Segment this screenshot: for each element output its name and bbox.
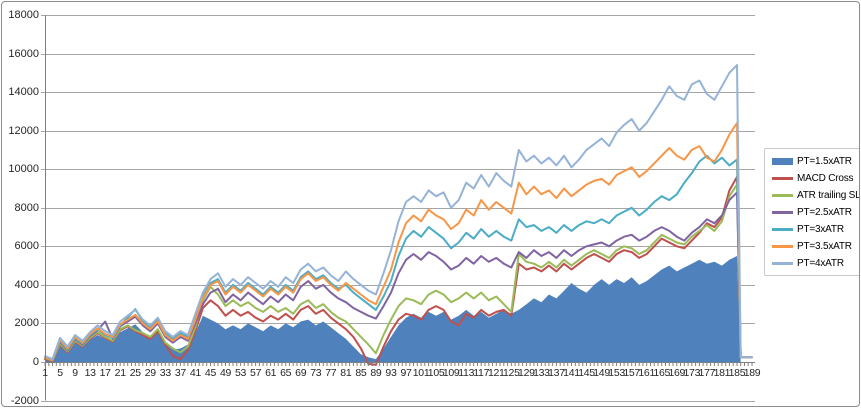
x-axis-label: 125 xyxy=(503,367,520,379)
y-axis-label: 4000 xyxy=(14,278,39,291)
x-axis-label: 1 xyxy=(42,367,48,379)
x-axis-label: 77 xyxy=(325,367,337,379)
x-axis-label: 169 xyxy=(668,367,686,379)
series-area-pt-1-5xatr[interactable] xyxy=(45,256,752,362)
y-axis-label: 18000 xyxy=(8,9,39,21)
x-axis-label: 97 xyxy=(400,367,412,379)
legend-marker-line xyxy=(772,262,793,265)
x-axis-label: 65 xyxy=(280,367,292,379)
legend-marker-line xyxy=(772,245,793,248)
x-axis-label: 21 xyxy=(114,367,126,379)
x-axis-label: 85 xyxy=(355,367,367,379)
x-axis-label: 89 xyxy=(370,367,382,379)
x-axis-label: 181 xyxy=(713,367,731,379)
x-axis-label: 109 xyxy=(442,367,460,379)
x-axis-label: 17 xyxy=(99,367,111,379)
x-axis-label: 157 xyxy=(623,367,640,379)
x-axis-label: 5 xyxy=(57,367,63,379)
legend-marker-line xyxy=(772,177,793,180)
series-group xyxy=(44,64,753,366)
legend-item-pt-3-5xatr[interactable]: PT=3.5xATR xyxy=(765,238,859,255)
x-axis-label: 33 xyxy=(159,367,171,379)
x-axis-label: 165 xyxy=(653,367,671,379)
x-axis-label: 185 xyxy=(728,367,746,379)
x-axis-label: 121 xyxy=(487,367,505,379)
x-axis-label: 69 xyxy=(295,367,307,379)
legend-item-pt-3xatr[interactable]: PT=3xATR xyxy=(765,221,859,238)
x-axis-label: 13 xyxy=(84,367,96,379)
legend-marker-line xyxy=(772,228,793,231)
y-axis-label: 14000 xyxy=(8,86,39,99)
series-line-pt-3-5xatr[interactable] xyxy=(44,122,753,362)
x-axis-label: 9 xyxy=(72,367,78,379)
y-axis-label: 2000 xyxy=(14,317,39,330)
x-axis-label: 61 xyxy=(265,367,277,379)
y-axis-label: 16000 xyxy=(8,47,39,60)
x-axis-label: 25 xyxy=(129,367,141,379)
legend-label: ATR trailing SL xyxy=(797,190,860,201)
x-axis-label: 101 xyxy=(412,367,430,379)
y-axis-label: 10000 xyxy=(8,163,39,176)
legend-item-pt-2-5xatr[interactable]: PT=2.5xATR xyxy=(765,204,859,221)
y-axis-label: -2000 xyxy=(10,394,39,407)
y-axis-label: 6000 xyxy=(14,240,39,253)
legend-label: PT=3xATR xyxy=(797,224,844,235)
legend-label: MACD Cross xyxy=(797,173,854,184)
x-axis-label: 45 xyxy=(204,367,216,379)
x-axis-label: 129 xyxy=(518,367,535,379)
x-axis-label: 29 xyxy=(144,367,156,379)
x-axis-label: 141 xyxy=(563,367,580,379)
legend-label: PT=1.5xATR xyxy=(797,156,852,167)
legend-item-atr-trailing-sl[interactable]: ATR trailing SL xyxy=(765,187,860,204)
legend-marker-bar xyxy=(772,158,793,165)
x-axis-label: 49 xyxy=(219,367,232,379)
legend-label: PT=2.5xATR xyxy=(797,207,852,218)
x-axis-label: 41 xyxy=(189,367,201,379)
x-axis-label: 173 xyxy=(683,367,701,379)
x-axis-label: 57 xyxy=(250,367,262,379)
legend-item-macd-cross[interactable]: MACD Cross xyxy=(765,170,859,187)
x-axis-label: 53 xyxy=(235,367,247,379)
x-axis-label: 137 xyxy=(548,367,565,379)
x-axis-label: 189 xyxy=(743,367,761,379)
legend-marker-line xyxy=(772,194,793,197)
x-axis-label: 177 xyxy=(698,367,716,379)
x-axis-label: 93 xyxy=(385,367,397,379)
y-axis-label: 0 xyxy=(32,356,39,368)
x-axis-label: 105 xyxy=(427,367,445,379)
x-axis-label: 161 xyxy=(638,367,655,379)
x-axis-label: 133 xyxy=(533,367,550,379)
x-axis-label: 153 xyxy=(608,367,625,379)
series-line-pt-4xatr[interactable] xyxy=(44,64,753,361)
legend-item-pt-4xatr[interactable]: PT=4xATR xyxy=(765,255,859,272)
x-axis-label: 73 xyxy=(310,367,322,379)
legend: PT=1.5xATR MACD Cross ATR trailing SL PT=2.… xyxy=(764,148,860,276)
x-axis-label: 145 xyxy=(578,367,595,379)
legend-label: PT=3.5xATR xyxy=(797,241,852,252)
legend-item-pt-1-5xatr[interactable]: PT=1.5xATR xyxy=(765,153,859,170)
x-axis-label: 37 xyxy=(174,367,186,379)
legend-marker-line xyxy=(772,211,793,214)
x-axis-label: 149 xyxy=(593,367,610,379)
series-line-atr-trailing-sl[interactable] xyxy=(44,183,753,362)
x-axis-ticks xyxy=(44,363,753,366)
legend-label: PT=4xATR xyxy=(797,258,844,269)
axes xyxy=(44,15,755,401)
y-axis-label: 8000 xyxy=(14,201,39,214)
x-axis-label: 113 xyxy=(458,367,475,379)
y-axis-label: 12000 xyxy=(8,124,39,137)
x-axis-label: 117 xyxy=(473,367,490,379)
x-axis-label: 81 xyxy=(340,367,352,379)
